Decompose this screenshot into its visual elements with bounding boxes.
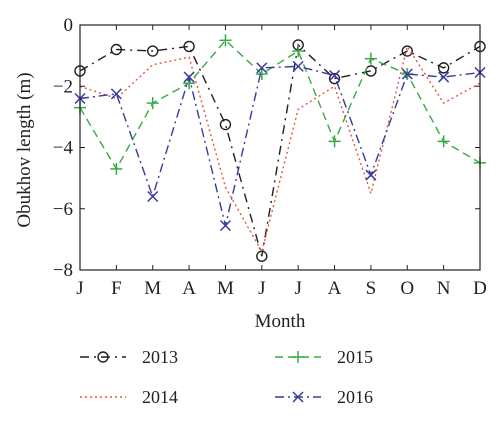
x-marker-b bbox=[292, 391, 304, 403]
legend-swatch-marker bbox=[292, 391, 304, 403]
x-tick-label: M bbox=[144, 278, 161, 299]
legend-label: 2016 bbox=[337, 387, 373, 407]
x-tick-label: A bbox=[182, 278, 196, 299]
legend-swatch-marker bbox=[97, 351, 109, 363]
x-tick-label: J bbox=[294, 278, 301, 299]
x-tick-label: A bbox=[328, 278, 342, 299]
legend-label: 2013 bbox=[142, 347, 178, 367]
data-point-2013-5 bbox=[256, 250, 268, 262]
data-point-2013-7 bbox=[328, 72, 341, 85]
data-point-2013-1 bbox=[110, 43, 123, 56]
data-point-2016-1 bbox=[110, 88, 122, 100]
data-point-2015-8 bbox=[364, 52, 377, 65]
circle-marker bbox=[110, 43, 123, 56]
data-point-2016-6 bbox=[292, 60, 304, 72]
circle-marker bbox=[437, 62, 450, 74]
x-marker-b bbox=[110, 88, 122, 100]
circle-marker bbox=[401, 45, 413, 57]
x-marker-b bbox=[256, 62, 268, 74]
legend-item-2015: 2015 bbox=[275, 347, 373, 367]
circle-marker bbox=[256, 250, 268, 262]
data-point-2016-5 bbox=[256, 62, 268, 74]
x-tick-label: D bbox=[473, 278, 487, 299]
data-point-2016-8 bbox=[365, 169, 377, 181]
x-tick-label: S bbox=[366, 278, 377, 299]
x-marker-b bbox=[401, 68, 413, 80]
data-point-2016-7 bbox=[329, 70, 341, 82]
data-point-2016-2 bbox=[147, 190, 159, 203]
data-point-2013-10 bbox=[437, 62, 450, 74]
x-tick-label: J bbox=[258, 278, 265, 299]
x-tick-label: O bbox=[400, 278, 414, 299]
data-point-2015-6 bbox=[292, 45, 305, 58]
data-point-2015-10 bbox=[437, 135, 450, 148]
data-point-2013-9 bbox=[401, 45, 413, 57]
data-point-2015-1 bbox=[110, 162, 123, 175]
y-axis-label: Obukhov length (m) bbox=[14, 72, 35, 227]
circle-marker bbox=[97, 351, 109, 363]
data-point-2013-3 bbox=[183, 40, 195, 53]
x-marker-b bbox=[329, 70, 341, 82]
data-point-2016-10 bbox=[438, 71, 450, 83]
x-marker-b bbox=[219, 220, 231, 232]
y-tick-label: −6 bbox=[53, 199, 73, 220]
data-point-2015-4 bbox=[219, 34, 232, 47]
x-tick-label: J bbox=[76, 278, 83, 299]
x-marker-b bbox=[183, 71, 195, 83]
data-point-2015-2 bbox=[146, 97, 159, 110]
x-tick-label: F bbox=[111, 278, 122, 299]
data-point-2015-7 bbox=[328, 135, 341, 148]
x-marker-b bbox=[438, 71, 450, 83]
legend-item-2013: 2013 bbox=[80, 347, 178, 367]
x-tick-label: N bbox=[437, 278, 451, 299]
series-line-2013 bbox=[79, 43, 481, 257]
plot-area bbox=[74, 34, 486, 262]
legend-item-2014: 2014 bbox=[80, 387, 178, 407]
x-axis-label: Month bbox=[255, 311, 306, 332]
series-line-2016 bbox=[79, 65, 481, 226]
data-point-2013-4 bbox=[219, 118, 232, 131]
legend: 2013 2014 2015 2016 bbox=[80, 347, 373, 407]
circle-marker bbox=[183, 40, 195, 53]
y-tick-label: −2 bbox=[53, 76, 73, 97]
y-tick-label: 0 bbox=[64, 15, 74, 36]
circle-marker bbox=[219, 118, 232, 131]
legend-swatch-marker bbox=[292, 351, 304, 363]
x-tick-label: M bbox=[217, 278, 234, 299]
legend-label: 2014 bbox=[142, 387, 178, 407]
data-point-2016-3 bbox=[183, 71, 195, 83]
series-line-2015 bbox=[79, 39, 481, 171]
circle-marker bbox=[147, 45, 159, 57]
legend-label: 2015 bbox=[337, 347, 373, 367]
circle-marker bbox=[328, 72, 341, 85]
x-marker-b bbox=[147, 190, 159, 203]
y-tick-label: −4 bbox=[53, 138, 74, 159]
x-marker-b bbox=[365, 169, 377, 181]
legend-item-2016: 2016 bbox=[275, 387, 373, 407]
axes: 0−2−4−6−8J F M A M J J A S O N D bbox=[53, 15, 487, 299]
data-point-2016-4 bbox=[219, 220, 231, 232]
data-point-2013-2 bbox=[147, 45, 159, 57]
data-point-2016-9 bbox=[401, 68, 413, 80]
y-tick-label: −8 bbox=[53, 260, 73, 281]
x-marker-b bbox=[292, 60, 304, 72]
